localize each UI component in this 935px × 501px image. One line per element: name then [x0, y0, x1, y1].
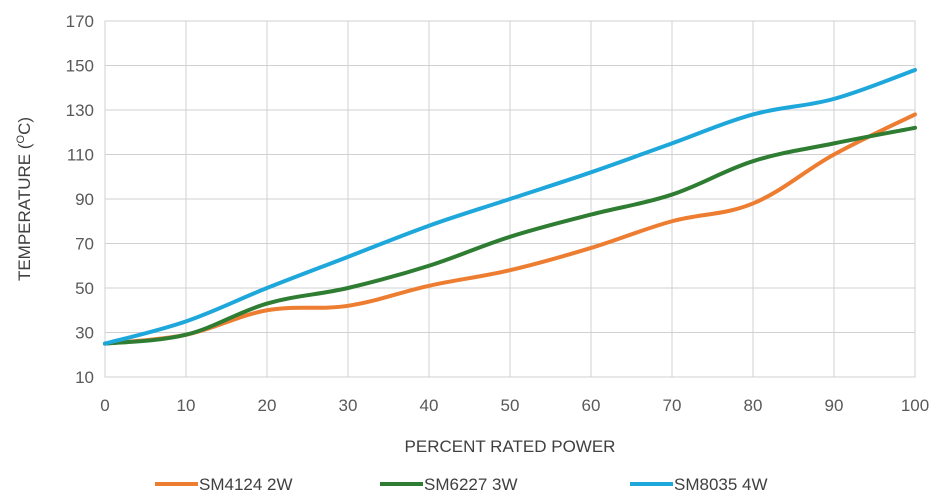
legend-item: SM8035 4W	[630, 475, 768, 494]
series-line-sm8035-4w	[103, 67, 917, 346]
x-tick-label: 0	[100, 396, 109, 415]
y-tick-label: 70	[75, 235, 94, 254]
series-line-sm6227-3w	[103, 125, 917, 346]
x-tick-label: 70	[663, 396, 682, 415]
y-tick-label: 50	[75, 279, 94, 298]
axis-ticks: 10 30 50 70 90 110 130 150 170 0 10 20 30 40 50 60 70 80 9…	[66, 12, 930, 415]
x-tick-label: 20	[258, 396, 277, 415]
x-tick-label: 30	[339, 396, 358, 415]
x-tick-label: 80	[744, 396, 763, 415]
y-axis-title-suffix: C)	[15, 117, 34, 135]
legend-item: SM4124 2W	[155, 475, 293, 494]
y-axis-title: TEMPERATURE (OC)	[15, 117, 34, 281]
legend: SM4124 2W SM6227 3W SM8035 4W	[155, 475, 768, 494]
x-tick-label: 50	[501, 396, 520, 415]
y-axis-title-superscript: O	[15, 134, 27, 143]
x-tick-label: 40	[420, 396, 439, 415]
y-tick-label: 110	[67, 146, 94, 165]
x-tick-label: 60	[582, 396, 601, 415]
y-tick-label: 130	[66, 101, 94, 120]
y-tick-label: 170	[66, 12, 94, 31]
y-tick-label: 150	[66, 57, 94, 76]
x-axis-title: PERCENT RATED POWER	[405, 437, 616, 456]
y-tick-label: 30	[75, 324, 94, 343]
legend-label: SM6227 3W	[424, 475, 518, 494]
x-tick-label: 100	[901, 396, 929, 415]
legend-label: SM4124 2W	[199, 475, 293, 494]
series-lines	[103, 67, 917, 346]
plot-area-border	[104, 20, 916, 378]
series-line-sm4124-2w	[103, 112, 917, 346]
y-axis-title-main: TEMPERATURE (	[15, 143, 34, 281]
y-tick-label: 10	[75, 368, 94, 387]
x-tick-label: 10	[177, 396, 196, 415]
y-tick-label: 90	[75, 190, 94, 209]
legend-label: SM8035 4W	[674, 475, 768, 494]
legend-item: SM6227 3W	[380, 475, 518, 494]
x-tick-label: 90	[825, 396, 844, 415]
